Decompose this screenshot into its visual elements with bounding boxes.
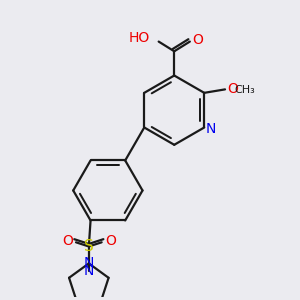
Text: O: O	[105, 234, 116, 248]
Text: O: O	[62, 234, 73, 248]
Text: N: N	[84, 264, 94, 278]
Text: CH₃: CH₃	[235, 85, 256, 95]
Text: O: O	[227, 82, 238, 96]
Text: S: S	[84, 239, 94, 254]
Text: N: N	[205, 122, 216, 136]
Text: O: O	[192, 33, 203, 47]
Text: N: N	[84, 256, 94, 270]
Text: HO: HO	[128, 31, 150, 45]
